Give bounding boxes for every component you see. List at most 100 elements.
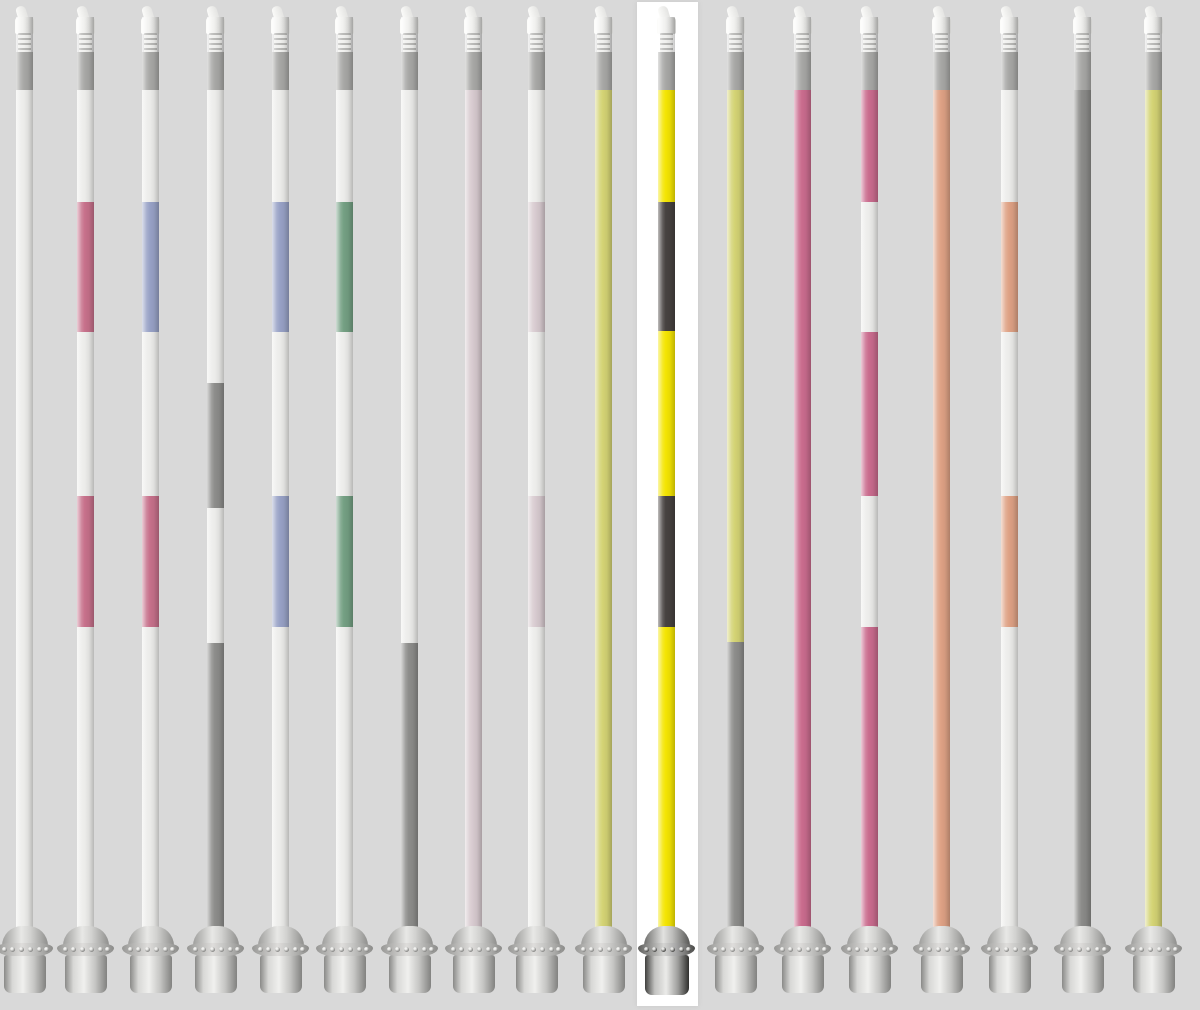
- pole-top-band: [794, 52, 811, 90]
- base-rivet-dot: [822, 947, 827, 952]
- pole-2[interactable]: [57, 0, 114, 1010]
- base-flange: [0, 943, 53, 956]
- base-cylinder: [781, 955, 824, 993]
- pole-15[interactable]: [913, 0, 970, 1010]
- base-flange: [252, 943, 309, 956]
- pole-cap-threads: [796, 33, 809, 53]
- pole-11[interactable]: [638, 0, 695, 1010]
- base-rivet-dot: [936, 947, 941, 952]
- pole-13[interactable]: [774, 0, 831, 1010]
- base-rivet-dot: [404, 947, 409, 952]
- base-rivet-dot: [422, 947, 427, 952]
- pole-base-socket: [57, 926, 114, 996]
- base-rivet-dot: [661, 947, 666, 952]
- pole-cap-threads: [863, 33, 876, 53]
- pole-base-socket: [1125, 926, 1182, 996]
- base-cylinder: [644, 955, 689, 995]
- pole-3[interactable]: [122, 0, 179, 1010]
- base-cylinder: [129, 955, 172, 993]
- pole-cap-threads: [1076, 33, 1089, 53]
- pole-base-socket: [0, 926, 53, 996]
- base-rivet-dot: [364, 947, 369, 952]
- base-rivet-dot: [80, 947, 85, 952]
- pole-17[interactable]: [1054, 0, 1111, 1010]
- base-cylinder: [1061, 955, 1104, 993]
- pole-color-band: [207, 383, 224, 508]
- base-rivet-dot: [284, 947, 289, 952]
- pole-base-socket: [841, 926, 898, 996]
- pole-cap-collar: [1073, 17, 1092, 34]
- base-rivet-dot: [755, 947, 760, 952]
- pole-cap-collar: [1000, 17, 1019, 34]
- pole-7[interactable]: [381, 0, 438, 1010]
- pole-shaft: [1145, 90, 1162, 932]
- pole-cap-collar: [594, 17, 613, 34]
- base-rivet-dot: [293, 947, 298, 952]
- pole-18[interactable]: [1125, 0, 1182, 1010]
- base-rivet-dot: [235, 947, 240, 952]
- pole-color-band: [272, 496, 289, 627]
- pole-14[interactable]: [841, 0, 898, 1010]
- base-flange: [1125, 943, 1182, 956]
- base-rivet-dot: [387, 947, 392, 952]
- base-rivet-dot: [266, 947, 271, 952]
- base-rivet-dot: [531, 947, 536, 952]
- base-rivet-dot: [459, 947, 464, 952]
- base-rivet-dot: [1060, 947, 1065, 952]
- base-flange: [575, 943, 632, 956]
- base-rivet-dot: [882, 947, 887, 952]
- pole-cap-threads: [1147, 33, 1160, 53]
- pole-base-socket: [913, 926, 970, 996]
- base-rivet-dot: [219, 947, 224, 952]
- base-rivet-dot: [1004, 947, 1009, 952]
- base-flange: [122, 943, 179, 956]
- pole-16[interactable]: [981, 0, 1038, 1010]
- pole-1[interactable]: [0, 0, 53, 1010]
- pole-color-band: [658, 496, 675, 627]
- base-rivet-dot: [995, 947, 1000, 952]
- pole-top-band: [933, 52, 950, 90]
- base-rivet-dot: [919, 947, 924, 952]
- pole-cap-threads: [660, 33, 673, 53]
- base-rivet-dot: [37, 947, 42, 952]
- pole-8[interactable]: [445, 0, 502, 1010]
- pole-cap-collar: [271, 17, 290, 34]
- base-rivet-dot: [927, 947, 932, 952]
- pole-cap-collar: [860, 17, 879, 34]
- base-rivet-dot: [486, 947, 491, 952]
- pole-12[interactable]: [707, 0, 764, 1010]
- pole-cap-threads: [403, 33, 416, 53]
- pole-top-band: [465, 52, 482, 90]
- pole-cap-collar: [726, 17, 745, 34]
- pole-6[interactable]: [316, 0, 373, 1010]
- base-rivet-dot: [616, 947, 621, 952]
- pole-5[interactable]: [252, 0, 309, 1010]
- base-rivet-dot: [815, 947, 820, 952]
- base-rivet-dot: [348, 947, 353, 952]
- base-rivet-dot: [28, 947, 33, 952]
- base-rivet-dot: [339, 947, 344, 952]
- pole-base-socket: [707, 926, 764, 996]
- base-flange: [187, 943, 244, 956]
- pole-cap-collar: [76, 17, 95, 34]
- pole-base-socket: [187, 926, 244, 996]
- pole-base-socket: [981, 926, 1038, 996]
- base-cylinder: [194, 955, 237, 993]
- pole-9[interactable]: [508, 0, 565, 1010]
- pole-top-band: [336, 52, 353, 90]
- pole-cap-collar: [527, 17, 546, 34]
- base-rivet-dot: [163, 947, 168, 952]
- pole-10[interactable]: [575, 0, 632, 1010]
- base-rivet-dot: [1013, 947, 1018, 952]
- base-rivet-dot: [468, 947, 473, 952]
- base-rivet-dot: [300, 947, 305, 952]
- base-rivet-dot: [1148, 947, 1153, 952]
- pole-shaft: [1074, 90, 1091, 932]
- pole-color-band: [336, 496, 353, 627]
- pole-cap-threads: [209, 33, 222, 53]
- pole-color-band: [861, 202, 878, 332]
- base-rivet-dot: [136, 947, 141, 952]
- base-rivet-dot: [1068, 947, 1073, 952]
- pole-cap-threads: [530, 33, 543, 53]
- pole-4[interactable]: [187, 0, 244, 1010]
